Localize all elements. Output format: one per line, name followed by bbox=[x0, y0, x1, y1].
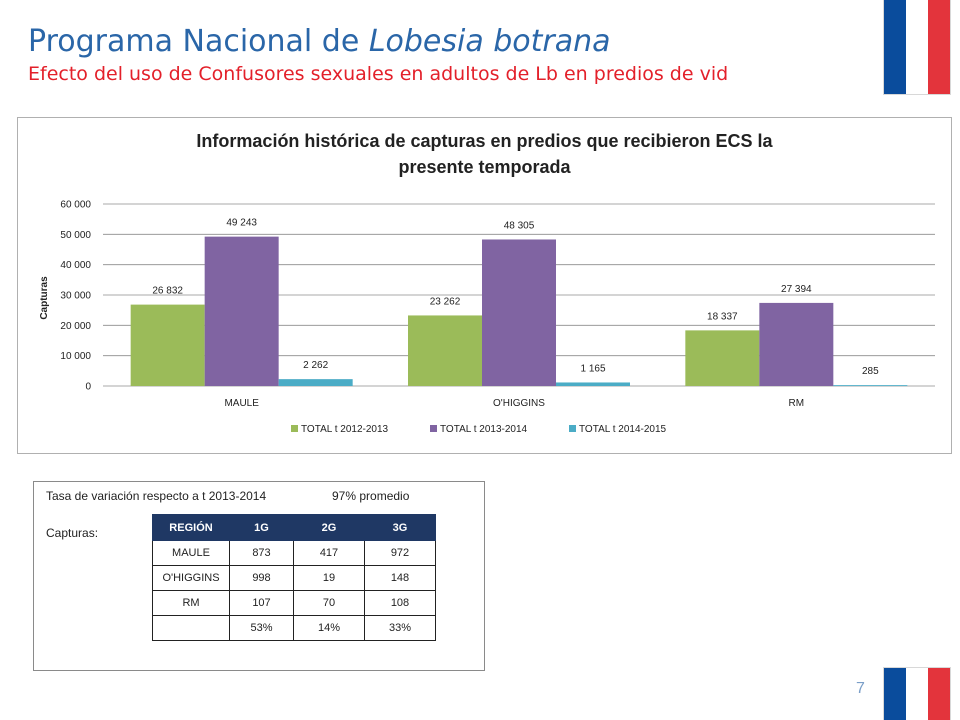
table-cell: 70 bbox=[293, 590, 365, 616]
bar bbox=[408, 315, 482, 386]
captures-label: Capturas: bbox=[46, 526, 99, 540]
table-cell: 148 bbox=[364, 565, 436, 591]
bar bbox=[278, 379, 353, 386]
data-label: 285 bbox=[862, 366, 879, 377]
table-cell: 998 bbox=[229, 565, 294, 591]
legend-swatch bbox=[430, 425, 437, 432]
variation-rate-value: 97% promedio bbox=[332, 489, 410, 503]
table-cell: 53% bbox=[229, 615, 294, 641]
data-label: 48 305 bbox=[504, 220, 535, 231]
bar bbox=[556, 382, 630, 386]
data-label: 2 262 bbox=[303, 360, 328, 371]
y-tick-label: 10 000 bbox=[60, 351, 91, 362]
bar-chart: 0 10 000 20 000 30 000 40 000 50 000 60 000 26… bbox=[39, 200, 935, 435]
legend-swatch bbox=[569, 425, 576, 432]
bars bbox=[130, 236, 908, 386]
data-label: 23 262 bbox=[430, 296, 461, 307]
x-category-label: MAULE bbox=[224, 398, 259, 409]
y-tick-label: 50 000 bbox=[60, 230, 91, 241]
flag-top-decoration bbox=[884, 0, 950, 94]
page-subtitle: Efecto del uso de Confusores sexuales en… bbox=[28, 63, 729, 85]
data-label: 27 394 bbox=[781, 284, 812, 295]
bar bbox=[204, 236, 279, 386]
table-header-cell: REGIÓN bbox=[152, 514, 230, 541]
y-axis-label: Capturas bbox=[39, 276, 50, 320]
table-cell: 19 bbox=[293, 565, 365, 591]
y-tick-label: 30 000 bbox=[60, 291, 91, 302]
table-cell: RM bbox=[152, 590, 230, 616]
flag-blue-stripe bbox=[884, 0, 906, 94]
variation-rate-label: Tasa de variación respecto a t 2013-2014 bbox=[46, 489, 267, 503]
table-cell: 873 bbox=[229, 540, 294, 566]
legend-label: TOTAL t 2013-2014 bbox=[440, 424, 528, 435]
chart-title: Información histórica de capturas en pre… bbox=[18, 128, 951, 180]
table-row: MAULE 873 417 972 bbox=[152, 540, 436, 566]
table-cell: 107 bbox=[229, 590, 294, 616]
page-title: Programa Nacional de Lobesia botrana bbox=[28, 24, 611, 59]
flag-white-stripe bbox=[906, 0, 928, 94]
table-cell: 33% bbox=[364, 615, 436, 641]
variation-rate: Tasa de variación respecto a t 2013-2014… bbox=[46, 489, 409, 503]
region-table: REGIÓN 1G 2G 3G MAULE 873 417 972 O'HIGG… bbox=[152, 514, 436, 641]
chart-title-line1: Información histórica de capturas en pre… bbox=[196, 131, 773, 151]
data-label: 1 165 bbox=[580, 363, 605, 374]
flag-blue-stripe bbox=[884, 668, 906, 720]
data-labels: 26 832 49 243 2 262 23 262 48 305 1 165 18 337… bbox=[152, 218, 879, 378]
flag-bottom-decoration bbox=[884, 668, 950, 720]
x-category-label: RM bbox=[789, 398, 805, 409]
data-label: 49 243 bbox=[226, 218, 257, 229]
table-cell: 417 bbox=[293, 540, 365, 566]
bar bbox=[685, 330, 760, 386]
table-cell: MAULE bbox=[152, 540, 230, 566]
table-row-totals: 53% 14% 33% bbox=[152, 615, 436, 641]
bar bbox=[833, 385, 908, 386]
table-cell: 972 bbox=[364, 540, 436, 566]
table-cell: 108 bbox=[364, 590, 436, 616]
x-axis-categories: MAULE O'HIGGINS RM bbox=[224, 398, 804, 409]
y-tick-label: 0 bbox=[85, 382, 91, 393]
y-tick-label: 40 000 bbox=[60, 260, 91, 271]
legend: TOTAL t 2012-2013 TOTAL t 2013-2014 TOTAL … bbox=[291, 424, 667, 435]
table-row: O'HIGGINS 998 19 148 bbox=[152, 565, 436, 591]
y-axis-ticks: 0 10 000 20 000 30 000 40 000 50 000 60 000 bbox=[60, 200, 91, 393]
legend-swatch bbox=[291, 425, 298, 432]
y-tick-label: 60 000 bbox=[60, 200, 91, 211]
legend-label: TOTAL t 2012-2013 bbox=[301, 424, 389, 435]
chart-container: Información histórica de capturas en pre… bbox=[17, 117, 952, 454]
bar bbox=[130, 304, 205, 386]
chart-title-line2: presente temporada bbox=[398, 157, 571, 177]
data-label: 26 832 bbox=[152, 286, 183, 297]
table-header-cell: 1G bbox=[229, 514, 294, 541]
page-number: 7 bbox=[856, 680, 865, 697]
flag-white-stripe bbox=[906, 668, 928, 720]
title-text: Programa Nacional de bbox=[28, 24, 369, 59]
bar bbox=[759, 302, 834, 386]
title-species: Lobesia botrana bbox=[368, 24, 611, 59]
table-header-cell: 2G bbox=[293, 514, 365, 541]
table-cell bbox=[152, 615, 230, 641]
table-cell: 14% bbox=[293, 615, 365, 641]
legend-label: TOTAL t 2014-2015 bbox=[579, 424, 667, 435]
summary-box: Tasa de variación respecto a t 2013-2014… bbox=[33, 481, 485, 671]
bar bbox=[482, 239, 556, 386]
table-header-row: REGIÓN 1G 2G 3G bbox=[152, 514, 436, 541]
data-label: 18 337 bbox=[707, 311, 738, 322]
table-header-cell: 3G bbox=[364, 514, 436, 541]
x-category-label: O'HIGGINS bbox=[493, 398, 545, 409]
flag-red-stripe bbox=[928, 668, 950, 720]
y-tick-label: 20 000 bbox=[60, 321, 91, 332]
table-cell: O'HIGGINS bbox=[152, 565, 230, 591]
flag-red-stripe bbox=[928, 0, 950, 94]
table-row: RM 107 70 108 bbox=[152, 590, 436, 616]
